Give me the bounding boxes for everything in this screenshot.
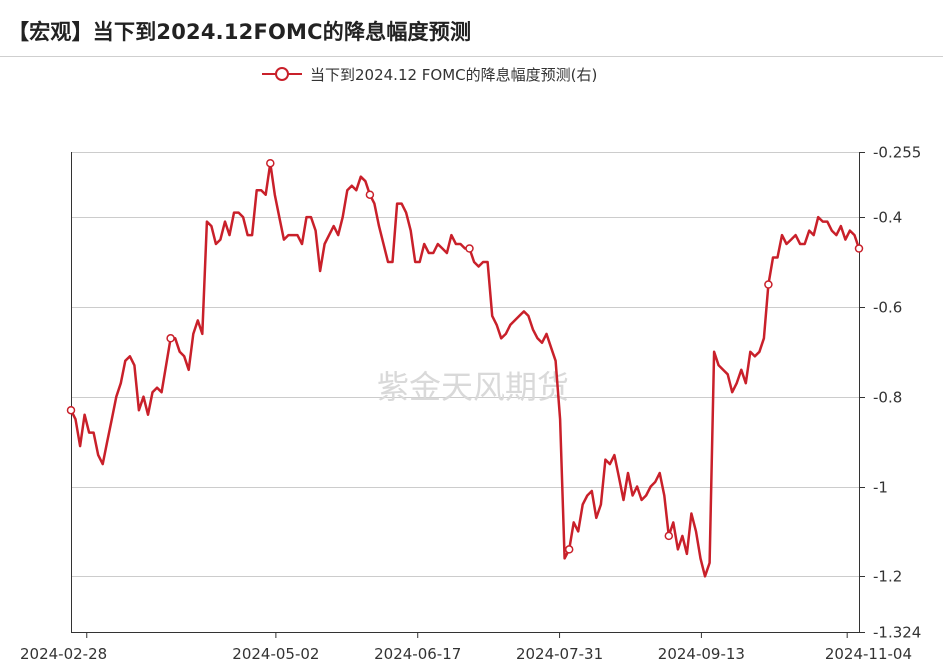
watermark: 紫金天风期货 (377, 368, 569, 406)
axes (71, 152, 865, 638)
x-tick-label: 2024-05-02 (232, 645, 319, 663)
x-tick-label: 2024-02-28 (20, 645, 107, 663)
x-tick-labels: 2024-02-28 2024-05-02 2024-06-17 2024-07-31… (20, 645, 912, 663)
data-point (66, 405, 76, 415)
x-tick-label: 2024-11-04 (825, 645, 912, 663)
data-point (166, 334, 175, 343)
x-tick-label: 2024-06-17 (374, 645, 461, 663)
data-point (664, 531, 674, 541)
y-tick-label: -1.324 (873, 624, 921, 642)
x-tick-label: 2024-07-31 (516, 645, 603, 663)
series (66, 158, 864, 578)
legend-marker-icon (262, 67, 302, 81)
y-tick-label: -0.6 (873, 299, 902, 317)
y-tick-label: -1.2 (873, 568, 902, 586)
y-tick-label: -0.8 (873, 389, 902, 407)
data-point (266, 158, 275, 168)
data-point (854, 244, 864, 253)
legend[interactable]: 当下到2024.12 FOMC的降息幅度预测(右) (262, 62, 597, 86)
y-tick-label: -1 (873, 479, 888, 497)
y-tick-label: -0.255 (873, 144, 921, 162)
y-tick-labels: -0.255 -0.4 -0.6 -0.8 -1 -1.2 -1.324 (873, 144, 921, 642)
data-point (465, 244, 474, 253)
chart-title: 【宏观】当下到2024.12FOMC的降息幅度预测 (8, 20, 472, 44)
data-point (764, 280, 773, 289)
data-point (365, 190, 375, 199)
series-line (69, 161, 861, 578)
y-tick-label: -0.4 (873, 209, 902, 227)
title-divider (0, 56, 943, 57)
x-tick-label: 2024-09-13 (658, 645, 745, 663)
legend-label: 当下到2024.12 FOMC的降息幅度预测(右) (310, 65, 598, 84)
data-point (564, 545, 574, 554)
